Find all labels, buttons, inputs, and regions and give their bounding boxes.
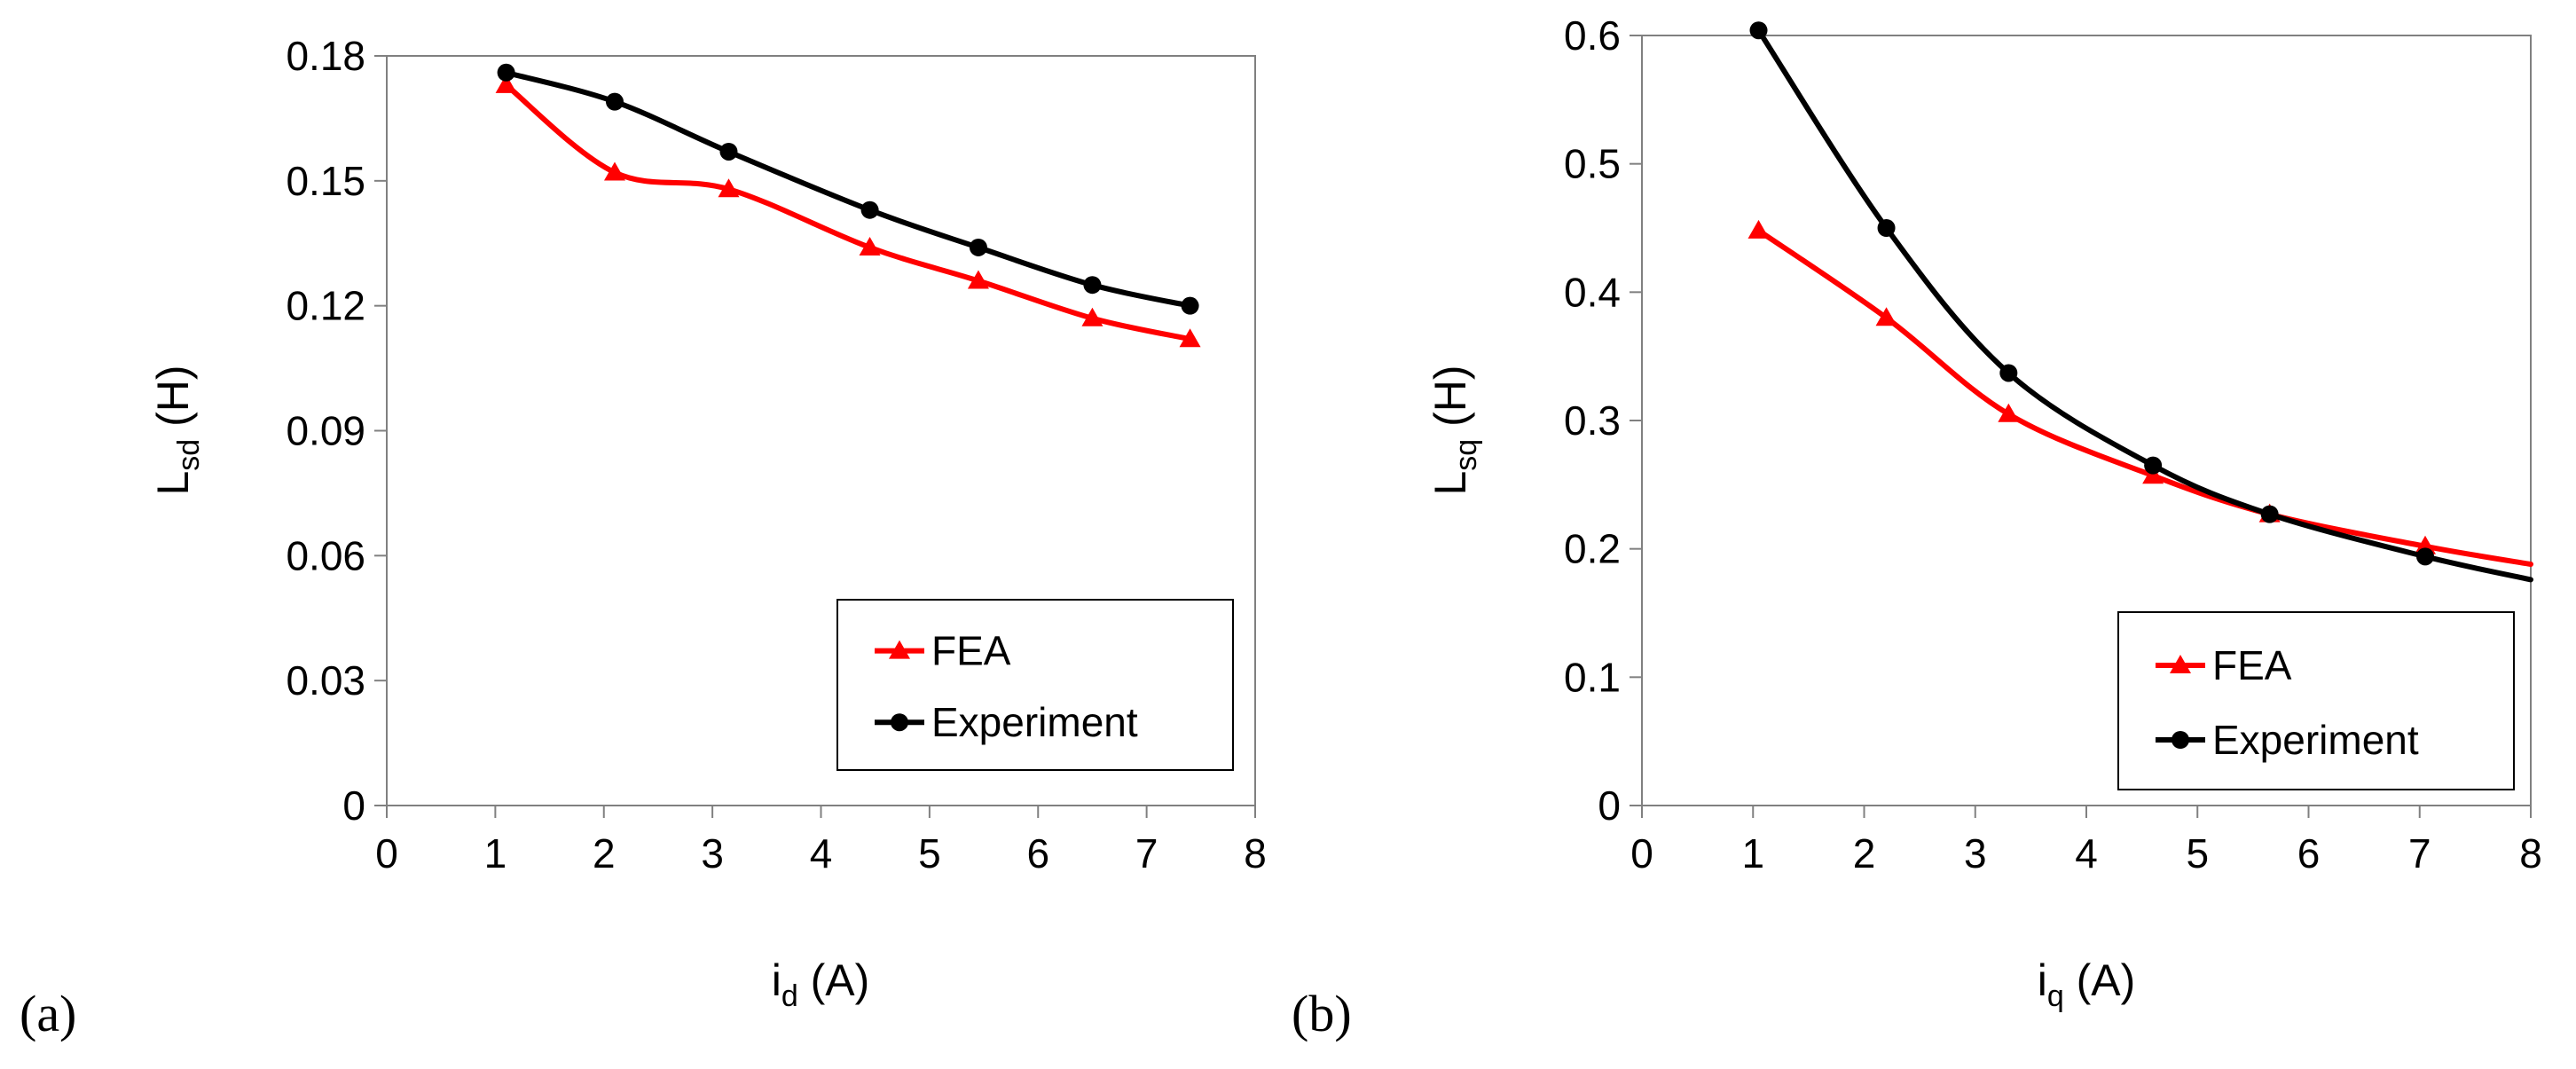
x-tick-label: 4 — [2075, 830, 2098, 876]
series-line-fea — [1755, 227, 2533, 567]
x-tick-label: 1 — [484, 830, 507, 876]
data-point-fea — [1998, 403, 2020, 422]
x-tick-label: 2 — [1853, 830, 1876, 876]
data-point-experiment — [1083, 276, 1102, 295]
panel-label: (b) — [1292, 985, 1352, 1042]
data-point-experiment — [1749, 21, 1768, 40]
y-tick-label: 0.3 — [1564, 397, 1621, 444]
data-point-fea — [967, 270, 989, 289]
data-point-experiment — [2144, 456, 2163, 475]
legend-box — [2117, 611, 2515, 790]
data-point-experiment — [719, 142, 738, 161]
x-tick-label: 0 — [375, 830, 398, 876]
legend-swatch-marker — [2170, 655, 2191, 673]
legend-box — [836, 599, 1234, 771]
y-tick-label: 0.4 — [1564, 269, 1621, 315]
x-tick-label: 8 — [1244, 830, 1267, 876]
series-experiment — [1749, 21, 2533, 583]
data-point-experiment — [969, 238, 987, 256]
x-tick-label: 6 — [1026, 830, 1049, 876]
data-point-fea — [603, 161, 625, 181]
y-tick-label: 0.15 — [286, 158, 365, 204]
y-tick-label: 0.09 — [286, 408, 365, 454]
data-point-fea — [2142, 465, 2164, 484]
panel-b: 0 0.1 0.2 0.3 0.4 0.5 0.6 0 1 2 3 4 5 6 7 8 FEA Experimen… — [1292, 12, 2542, 1042]
data-point-experiment — [2416, 547, 2435, 566]
data-point-experiment — [860, 200, 879, 219]
y-tick-label: 0.6 — [1564, 12, 1621, 59]
series-line-experiment — [1755, 28, 2533, 583]
series-experiment — [497, 63, 1199, 315]
data-point-fea — [859, 236, 881, 255]
data-point-experiment — [1877, 219, 1896, 237]
data-point-fea — [1179, 328, 1201, 348]
data-point-fea — [718, 178, 740, 198]
y-tick-label: 0 — [342, 782, 365, 829]
y-tick-label: 0.12 — [286, 283, 365, 329]
panel-a: 0 0.03 0.06 0.09 0.12 0.15 0.18 0 1 2 3 4 5 6 7 8 FEA Exp… — [20, 33, 1267, 1042]
legend-label: Experiment — [2212, 717, 2419, 763]
data-point-fea — [495, 74, 517, 93]
x-tick-label: 4 — [810, 830, 833, 876]
x-tick-label: 3 — [701, 830, 724, 876]
legend-swatch-marker — [889, 640, 910, 659]
legend: FEA Experiment — [2117, 611, 2515, 790]
y-tick-label: 0.5 — [1564, 141, 1621, 187]
x-tick-label: 1 — [1741, 830, 1764, 876]
y-axis-label: Lsq (H) — [1425, 365, 1483, 495]
series-fea — [1747, 219, 2533, 567]
data-point-experiment — [1181, 296, 1199, 315]
series-fea — [495, 74, 1201, 348]
x-axis-label: id (A) — [772, 955, 870, 1013]
data-point-fea — [1875, 307, 1897, 326]
x-tick-label: 6 — [2297, 830, 2321, 876]
legend-swatch-marker — [2172, 731, 2189, 749]
legend-label: Experiment — [931, 699, 1138, 745]
data-point-fea — [1747, 219, 1770, 239]
y-axis-label: Lsd (H) — [148, 365, 206, 495]
data-point-experiment — [1999, 364, 2018, 382]
x-tick-label: 3 — [1964, 830, 1987, 876]
x-tick-label: 7 — [1135, 830, 1158, 876]
legend-swatch-marker — [891, 713, 908, 732]
data-point-fea — [1081, 307, 1103, 326]
x-axis-label: iq (A) — [2038, 955, 2136, 1013]
x-tick-label: 7 — [2408, 830, 2431, 876]
series-line-fea — [503, 82, 1193, 342]
x-tick-label: 2 — [593, 830, 616, 876]
x-tick-label: 8 — [2519, 830, 2542, 876]
x-tick-label: 0 — [1630, 830, 1653, 876]
y-tick-label: 0.1 — [1564, 654, 1621, 700]
panel-label: (a) — [20, 985, 76, 1042]
data-point-experiment — [497, 63, 515, 82]
data-point-experiment — [605, 92, 624, 111]
legend-label: FEA — [931, 628, 1011, 674]
legend-label: FEA — [2212, 642, 2292, 688]
x-tick-label: 5 — [918, 830, 941, 876]
data-point-experiment — [2260, 505, 2279, 523]
y-tick-label: 0 — [1598, 782, 1621, 829]
x-tick-label: 5 — [2186, 830, 2209, 876]
y-tick-label: 0.18 — [286, 33, 365, 79]
legend: FEA Experiment — [836, 599, 1234, 771]
y-tick-label: 0.03 — [286, 657, 365, 703]
y-tick-label: 0.2 — [1564, 526, 1621, 572]
y-tick-label: 0.06 — [286, 532, 365, 578]
